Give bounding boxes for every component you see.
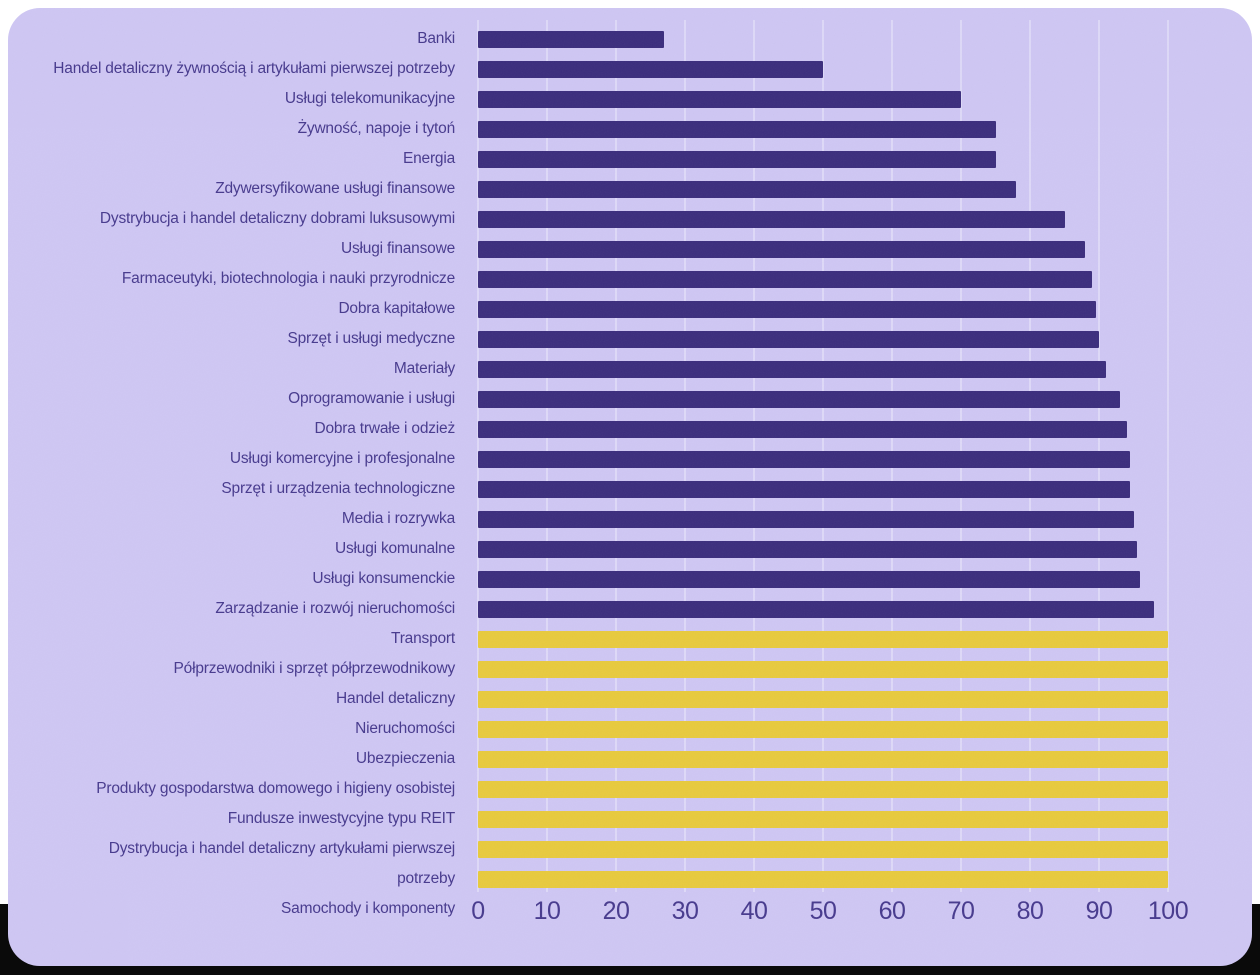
gridline-30 (684, 20, 686, 892)
x-tick-label-10: 10 (533, 897, 561, 925)
bar-purple-18 (478, 540, 1137, 558)
bar-purple-2 (478, 60, 823, 78)
category-label: Oprogramowanie i usługi (288, 390, 455, 407)
category-label: Transport (391, 630, 455, 647)
bar-purple-20 (478, 600, 1155, 618)
category-label: Samochody i komponenty (281, 900, 455, 917)
bar-purple-5 (478, 150, 996, 168)
bar-yellow-26 (478, 780, 1168, 798)
gridline-10 (546, 20, 548, 892)
bar-purple-15 (478, 450, 1131, 468)
category-label: Banki (417, 30, 455, 47)
bar-purple-11 (478, 330, 1099, 348)
category-label: Usługi komunalne (334, 540, 455, 557)
category-label: Dystrybucja i handel detaliczny dobrami … (99, 210, 455, 227)
x-tick-label-90: 90 (1085, 897, 1113, 925)
bar-purple-13 (478, 390, 1120, 408)
category-label: Farmaceutyki, biotechnologia i nauki prz… (121, 270, 455, 287)
bar-purple-17 (478, 510, 1134, 528)
x-tick-label-60: 60 (878, 897, 906, 925)
bar-purple-6 (478, 180, 1017, 198)
category-label: Produkty gospodarstwa domowego i higieny… (96, 780, 455, 797)
gridline-80 (1029, 20, 1031, 892)
bar-purple-16 (478, 480, 1131, 498)
category-label: Dobra trwałe i odzież (314, 420, 455, 437)
bar-yellow-23 (478, 690, 1168, 708)
bar-yellow-21 (478, 630, 1168, 648)
film-grain-overlay (8, 8, 1252, 966)
bar-purple-1 (478, 30, 665, 48)
category-label: Fundusze inwestycyjne typu REIT (227, 810, 455, 827)
bar-purple-12 (478, 360, 1106, 378)
x-tick-label-100: 100 (1147, 897, 1189, 925)
bar-purple-10 (478, 300, 1096, 318)
category-label: Handel detaliczny (336, 690, 455, 707)
gridline-70 (960, 20, 962, 892)
category-labels-column: Banki Handel detaliczny żywnością i artyk… (8, 8, 1252, 966)
gridline-20 (615, 20, 617, 892)
category-label: Handel detaliczny żywnością i artykułami… (53, 60, 455, 77)
gridline-layer (8, 8, 1252, 966)
category-label: Usługi konsumenckie (312, 570, 455, 587)
gridline-0 (477, 20, 479, 892)
category-label: Usługi finansowe (341, 240, 455, 257)
gridline-60 (891, 20, 893, 892)
category-label: Półprzewodniki i sprzęt półprzewodnikowy (173, 660, 456, 677)
bar-yellow-28 (478, 840, 1168, 858)
category-label: Sprzęt i urządzenia technologiczne (221, 480, 455, 497)
category-label: Żywność, napoje i tytoń (297, 120, 456, 137)
bar-purple-3 (478, 90, 961, 108)
chart-panel: Banki Handel detaliczny żywnością i artyk… (8, 8, 1252, 966)
gridline-50 (822, 20, 824, 892)
x-tick-label-40: 40 (740, 897, 768, 925)
category-label: Dystrybucja i handel detaliczny artykuła… (108, 840, 455, 857)
category-label: potrzeby (397, 870, 455, 887)
category-label: Ubezpieczenia (355, 750, 455, 767)
bar-purple-14 (478, 420, 1127, 438)
gridline-90 (1098, 20, 1100, 892)
category-label: Sprzęt i usługi medyczne (287, 330, 455, 347)
x-tick-label-20: 20 (602, 897, 630, 925)
category-label: Energia (402, 150, 455, 167)
category-label: Nieruchomości (355, 720, 455, 737)
category-label: Dobra kapitałowe (338, 300, 455, 317)
bar-purple-4 (478, 120, 996, 138)
bar-yellow-27 (478, 810, 1168, 828)
category-label: Usługi komercyjne i profesjonalne (229, 450, 455, 467)
bar-yellow-24 (478, 720, 1168, 738)
category-label: Zdywersyfikowane usługi finansowe (215, 180, 455, 197)
category-label: Media i rozrywka (341, 510, 455, 527)
category-label: Materiały (393, 360, 455, 377)
bar-purple-7 (478, 210, 1065, 228)
x-tick-label-30: 30 (671, 897, 699, 925)
gridline-40 (753, 20, 755, 892)
bar-purple-9 (478, 270, 1093, 288)
category-label: Usługi telekomunikacyjne (284, 90, 455, 107)
x-axis-tick-labels: 0 10 20 30 40 50 60 70 80 90 100 (8, 8, 1252, 966)
bar-yellow-25 (478, 750, 1168, 768)
bar-purple-8 (478, 240, 1086, 258)
category-label: Zarządzanie i rozwój nieruchomości (215, 600, 455, 617)
gridline-100 (1167, 20, 1169, 892)
bars-layer (8, 8, 1252, 966)
x-tick-label-80: 80 (1016, 897, 1044, 925)
bar-yellow-22 (478, 660, 1168, 678)
x-tick-label-70: 70 (947, 897, 975, 925)
x-tick-label-0: 0 (471, 897, 485, 925)
x-tick-label-50: 50 (809, 897, 837, 925)
bar-yellow-29 (478, 870, 1168, 888)
bar-purple-19 (478, 570, 1141, 588)
